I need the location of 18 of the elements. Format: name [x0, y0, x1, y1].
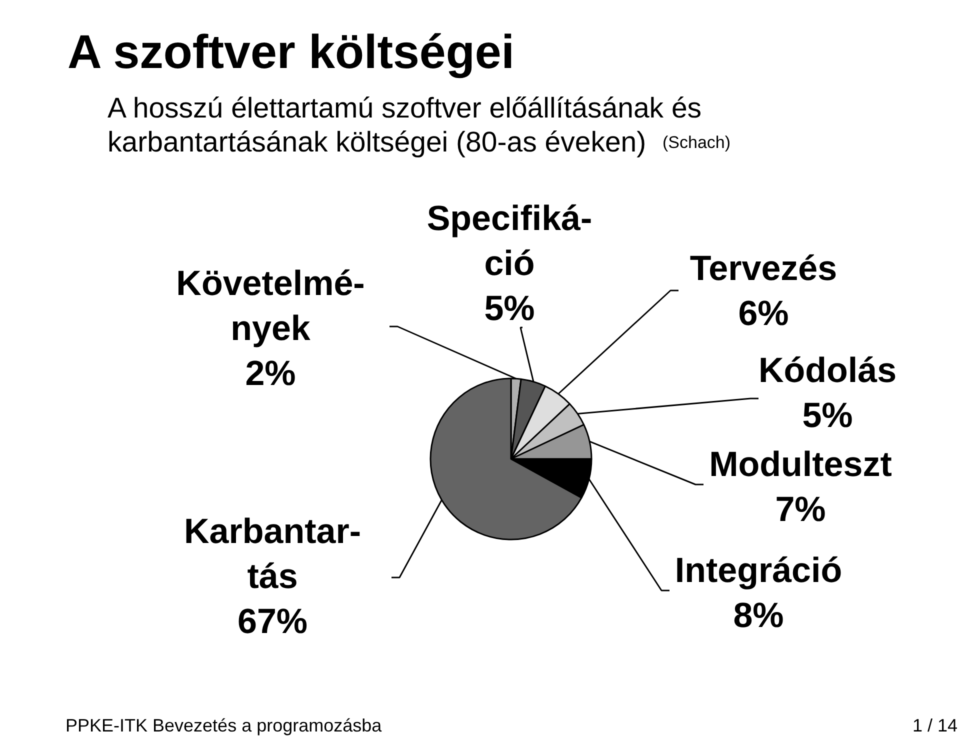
data-label: 8%	[733, 596, 784, 635]
data-label: 6%	[738, 294, 789, 333]
text: PPKE-ITK Bevezetés a programozásba	[66, 716, 383, 736]
data-label: 7%	[775, 490, 826, 529]
slice-label: Kódolás	[758, 351, 897, 390]
chart-subtitle: A hosszú élettartamú szoftver előállításának és karbantartásának költségei (80-as éveken) (Schach)	[108, 92, 731, 158]
slice-label: Specifiká- ció	[426, 199, 592, 283]
data-label: 67%	[237, 602, 308, 641]
slice-label: Integráció	[674, 551, 842, 590]
slice-label: Karbantar- tás	[184, 512, 361, 596]
data-label: 2%	[245, 354, 296, 393]
slice-label: Tervezés	[690, 249, 838, 288]
slice-label: Követelmé- nyek	[176, 264, 365, 348]
data-label: 5%	[484, 289, 535, 328]
chart-title: A szoftver költségei	[68, 26, 514, 79]
data-label: 5%	[802, 396, 853, 435]
slice-label: Modulteszt	[709, 445, 892, 484]
text: 1 / 14	[912, 716, 958, 736]
